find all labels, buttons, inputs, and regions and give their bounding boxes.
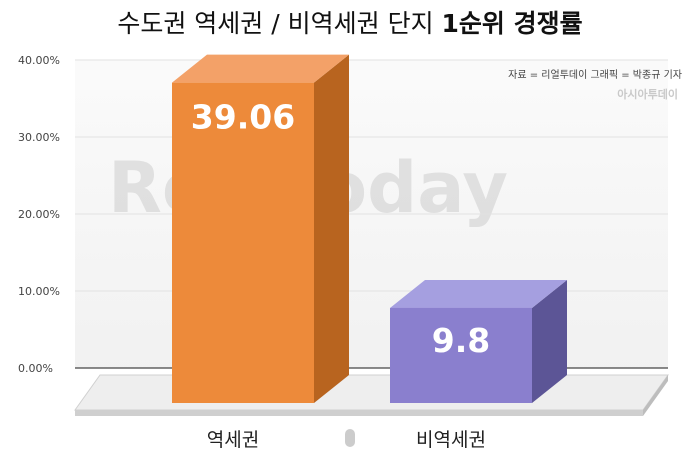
bar-top-face xyxy=(390,279,567,308)
bar-value-label: 39.06 xyxy=(191,98,295,137)
bar-top-face xyxy=(172,54,349,83)
bar-front-face xyxy=(390,307,532,403)
chart-title: 수도권 역세권 / 비역세권 단지 1순위 경쟁률 xyxy=(0,4,700,44)
bar-side-face xyxy=(314,54,349,403)
floor-side xyxy=(643,375,668,416)
bar-1 xyxy=(172,54,349,403)
y-tick-label: 0.00% xyxy=(18,362,53,375)
bar-value-label: 9.8 xyxy=(432,321,490,360)
y-tick-label: 40.00% xyxy=(18,54,60,67)
category-separator xyxy=(345,429,355,447)
y-tick-label: 20.00% xyxy=(18,208,60,221)
chart-title-bold: 1순위 경쟁률 xyxy=(441,9,583,38)
x-category-label: 비역세권 xyxy=(416,429,486,451)
y-tick-label: 30.00% xyxy=(18,131,60,144)
bar-2 xyxy=(390,279,567,403)
watermark-small: 아시아투데이 xyxy=(617,88,678,101)
floor-front xyxy=(75,410,643,416)
credit-text: 자료 = 리얼투데이 그래픽 = 박종규 기자 xyxy=(508,70,682,81)
y-tick-label: 10.00% xyxy=(18,285,60,298)
bar-side-face xyxy=(532,279,567,403)
x-category-label: 역세권 xyxy=(207,429,259,451)
floor-top xyxy=(74,374,669,411)
bar-front-face xyxy=(172,82,314,403)
chart-title-regular: 수도권 역세권 / 비역세권 단지 xyxy=(117,9,442,38)
